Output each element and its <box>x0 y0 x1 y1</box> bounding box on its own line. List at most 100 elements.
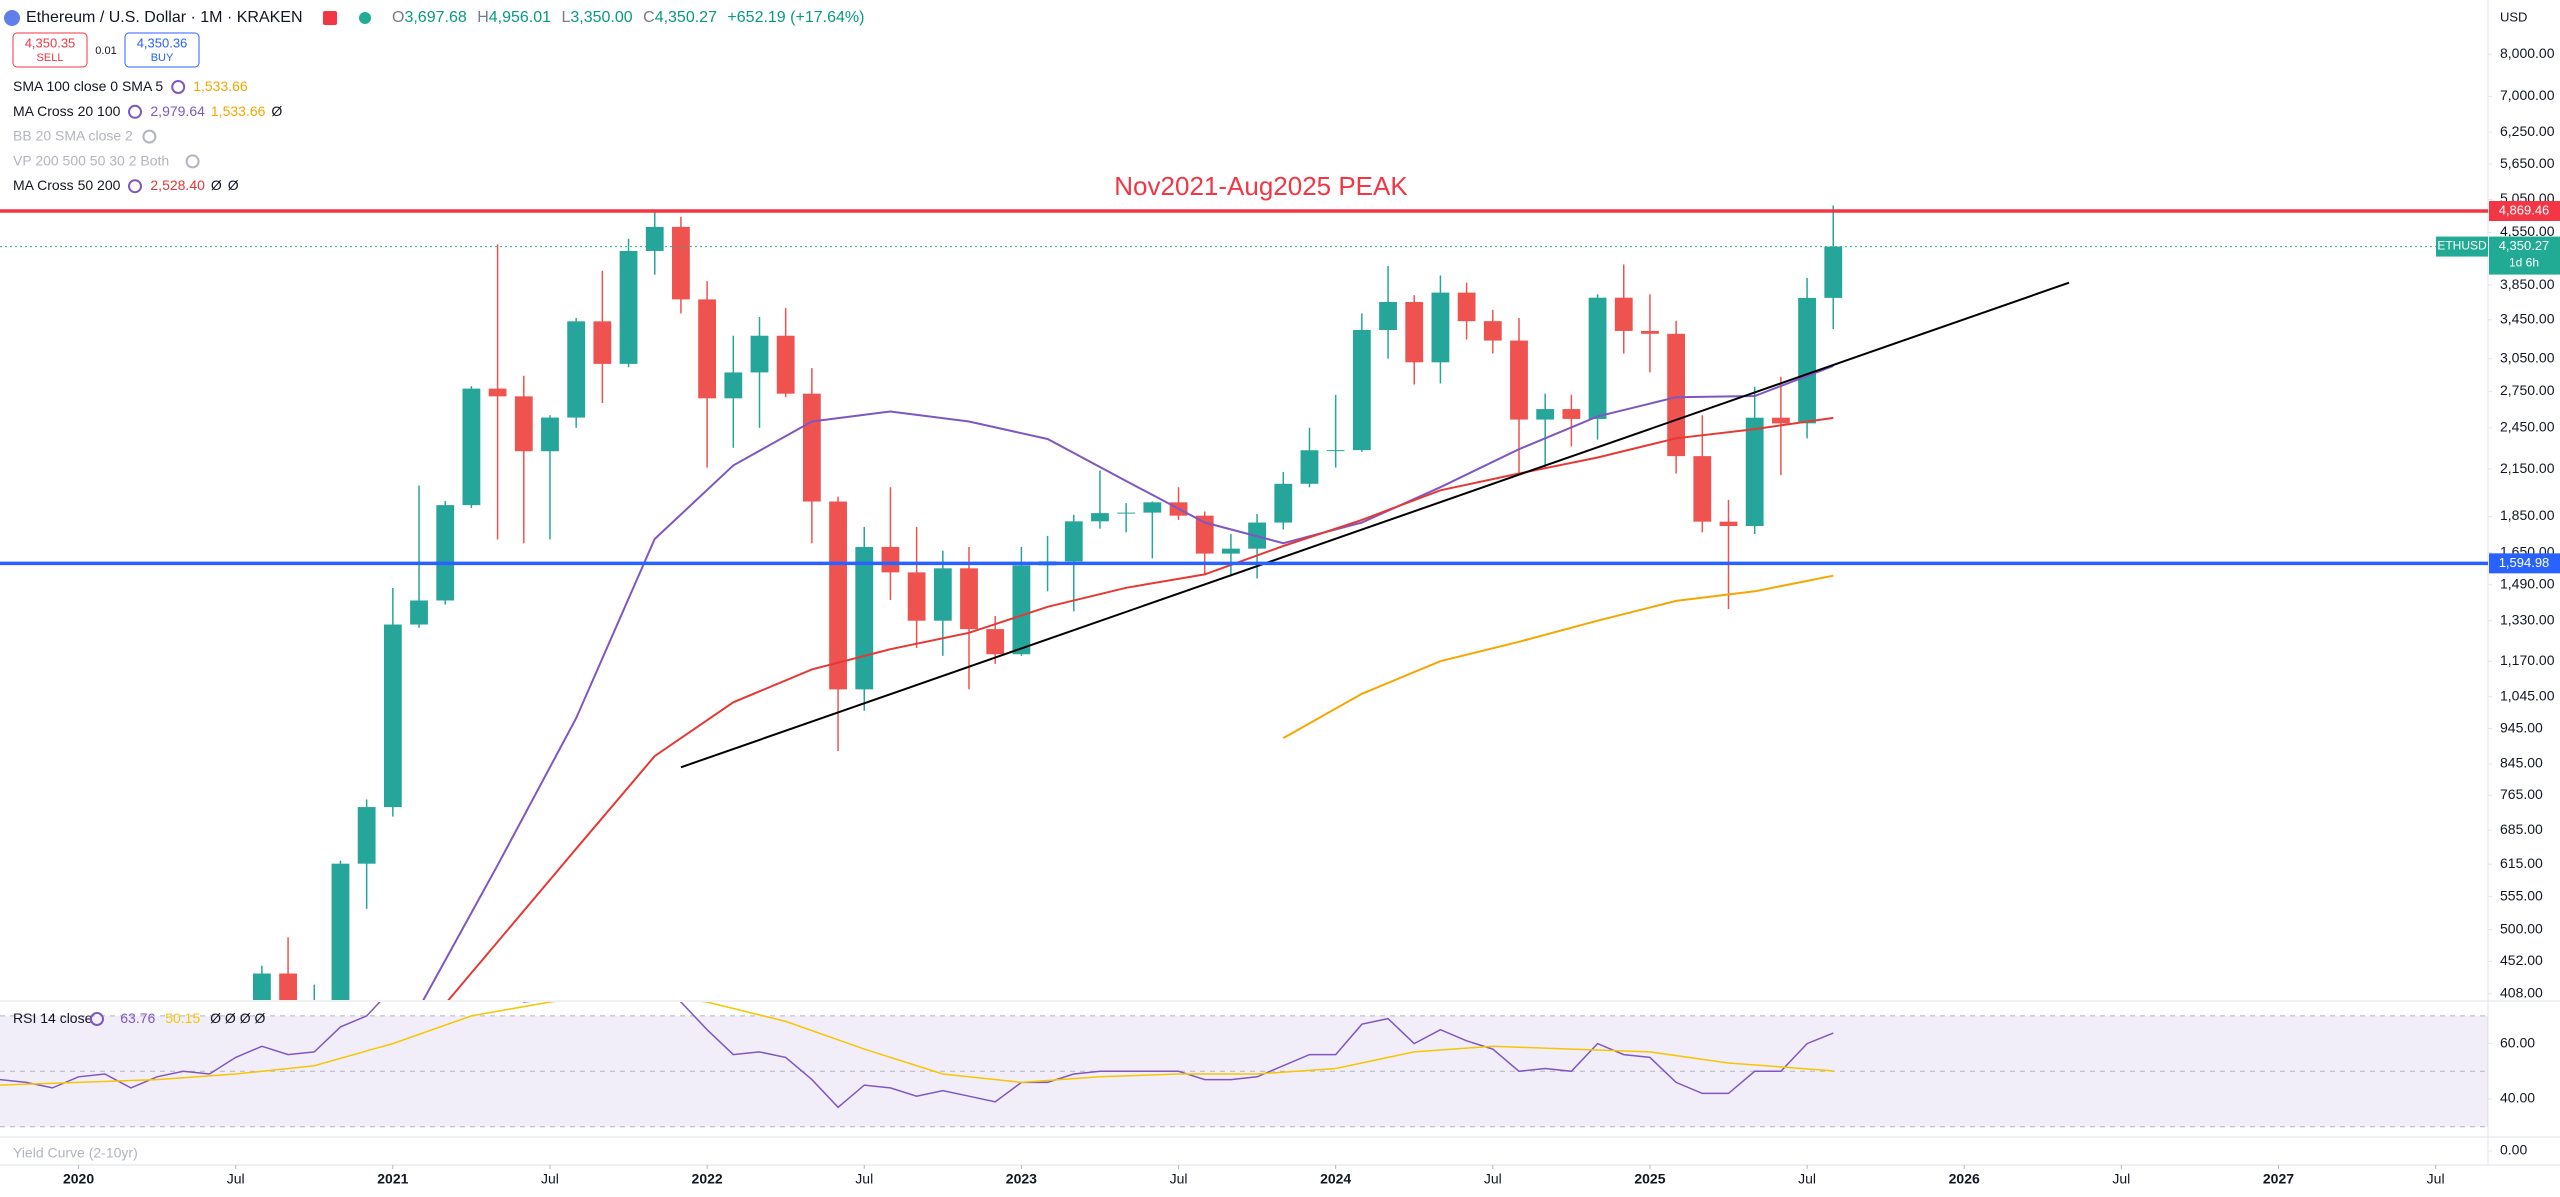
x-tick-label: 2024 <box>1320 1171 1351 1187</box>
candle-body <box>436 505 455 601</box>
settings-icon[interactable] <box>128 104 142 119</box>
y-tick-label: 765.00 <box>2500 786 2543 802</box>
symbol-tag: ETHUSD <box>2437 239 2487 253</box>
candle-body <box>1379 301 1397 331</box>
settings-icon[interactable] <box>171 80 186 94</box>
candle-body <box>1405 301 1424 363</box>
rsi-value: 63.76 <box>120 1010 155 1026</box>
candle-body <box>1614 297 1633 331</box>
price-label-box <box>2489 200 2560 221</box>
y-tick-label: 1,170.00 <box>2500 652 2555 668</box>
candle-body <box>410 600 428 625</box>
indicator-value: Ø <box>228 177 239 193</box>
candle-body <box>1510 340 1528 420</box>
candle-body <box>567 321 586 418</box>
x-tick-label: 2023 <box>1006 1171 1037 1187</box>
settings-icon[interactable] <box>128 179 142 194</box>
yield-legend: Yield Curve (2-10yr) <box>13 1145 138 1161</box>
buy-label: BUY <box>151 52 174 64</box>
y-tick-label: 60.00 <box>2500 1034 2535 1050</box>
indicator-value: 2,528.40 <box>150 177 205 193</box>
x-tick-label: Jul <box>541 1171 559 1187</box>
settings-icon[interactable] <box>142 129 157 144</box>
price-label: 4,869.46 <box>2499 202 2550 217</box>
y-tick-label: 8,000.00 <box>2500 45 2555 61</box>
indicator-value: 1,533.66 <box>193 78 248 94</box>
candle-body <box>1352 330 1371 451</box>
y-tick-label: 2,150.00 <box>2500 460 2555 476</box>
value: 4,956.01 <box>489 9 551 26</box>
y-tick-label: 1,330.00 <box>2500 611 2555 627</box>
x-tick-label: Jul <box>855 1171 873 1187</box>
candle-body <box>488 388 507 397</box>
x-tick-label: Jul <box>1798 1171 1816 1187</box>
candle-body <box>1771 417 1790 424</box>
candle-body <box>1536 409 1555 420</box>
indicator-name: SMA 100 close 0 SMA 5 <box>13 78 163 94</box>
flag-icon[interactable] <box>323 11 337 25</box>
currency: USD <box>2500 9 2527 24</box>
indicator-name: MA Cross 20 100 <box>13 103 121 119</box>
x-tick-label: 2025 <box>1634 1171 1665 1187</box>
buy-price: 4,350.36 <box>137 35 188 50</box>
marks <box>0 205 2488 1128</box>
y-tick-label: 1,490.00 <box>2500 576 2555 592</box>
price-label: 4,350.27 <box>2499 238 2550 253</box>
y-tick-label: 555.00 <box>2500 887 2543 903</box>
candle-body <box>1824 246 1843 298</box>
x-tick-label: Jul <box>2427 1171 2445 1187</box>
candle-body <box>1222 548 1240 554</box>
candle-body <box>1641 330 1659 334</box>
price-label: 1,594.98 <box>2499 555 2550 570</box>
sell-label: SELL <box>37 52 64 64</box>
candle-body <box>1588 297 1607 419</box>
price-label-box <box>2489 236 2560 275</box>
sell-button[interactable] <box>12 32 88 68</box>
candle-body <box>462 388 481 506</box>
candle-body <box>829 501 847 690</box>
candle-body <box>331 863 350 1000</box>
y-tick-label: 3,050.00 <box>2500 349 2555 365</box>
x-tick-label: Jul <box>227 1171 245 1187</box>
indicator-name: VP 200 500 50 30 2 Both <box>13 152 169 168</box>
y-tick-label: 2,750.00 <box>2500 382 2555 398</box>
rsi-ma-value: 50.15 <box>165 1010 200 1026</box>
candle-body <box>802 393 821 502</box>
candle-body <box>724 372 743 399</box>
x-tick-label: Jul <box>1170 1171 1188 1187</box>
candle-body <box>1798 297 1816 424</box>
label: L <box>561 9 570 26</box>
x-tick-label: 2026 <box>1949 1171 1980 1187</box>
rsi-pane <box>0 1002 2488 1128</box>
y-tick-label: 5,650.00 <box>2500 155 2555 171</box>
candle-body <box>776 335 795 394</box>
y-tick-label: 4,550.00 <box>2500 223 2555 239</box>
status-dot <box>359 12 371 24</box>
rsi-extra: Ø Ø Ø Ø <box>210 1010 265 1026</box>
rsi-line <box>0 1002 1834 1109</box>
settings-icon[interactable] <box>90 1012 104 1026</box>
indicator-legend: MA Cross 50 200 2,528.40 Ø Ø <box>13 177 239 193</box>
change: +652.19 (+17.64%) <box>727 9 864 26</box>
candle-body <box>514 396 533 452</box>
candle-body <box>1012 565 1031 655</box>
candle-body <box>672 226 690 300</box>
y-tick-label: 0.00 <box>2500 1142 2527 1158</box>
y-tick-label: 685.00 <box>2500 821 2543 837</box>
indicator-legend: VP 200 500 50 30 2 Both <box>13 152 169 168</box>
y-tick-label: 500.00 <box>2500 920 2543 936</box>
overlay-line <box>1282 574 1834 739</box>
settings-icon[interactable] <box>185 154 200 169</box>
candle-body <box>357 807 376 864</box>
candle-body <box>855 546 874 690</box>
candle-body <box>1195 515 1214 554</box>
candle-body <box>1562 409 1581 419</box>
price-pane <box>0 205 2488 1000</box>
y-tick-label: 615.00 <box>2500 855 2543 871</box>
sell-price: 4,350.35 <box>25 35 76 50</box>
candle-body <box>1300 450 1319 484</box>
candle-body <box>593 321 612 364</box>
y-tick-label: 1,045.00 <box>2500 688 2555 704</box>
buy-button[interactable] <box>124 32 200 68</box>
